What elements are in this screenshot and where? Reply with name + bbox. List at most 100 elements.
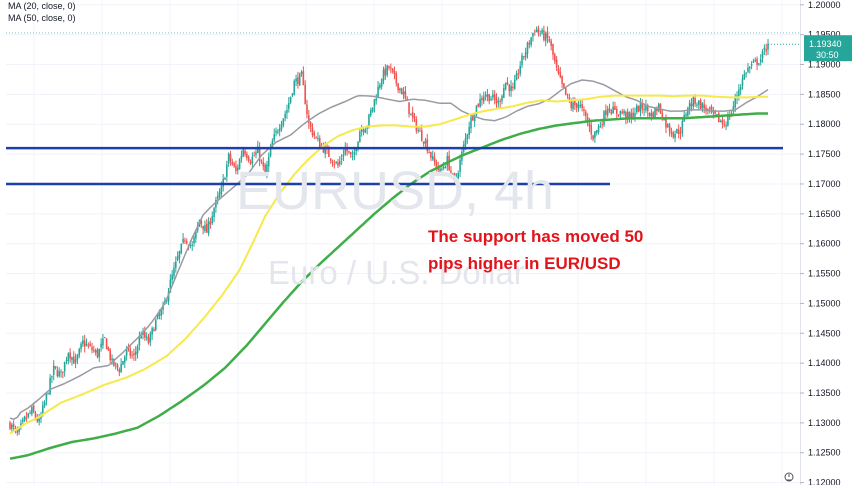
candle-body	[113, 358, 115, 366]
candle-body	[298, 73, 301, 86]
candle-body	[734, 97, 737, 108]
candle-body	[741, 78, 744, 86]
candle-body	[459, 160, 461, 172]
candle-body	[672, 132, 675, 138]
candle-body	[224, 177, 226, 180]
candle-body	[91, 346, 93, 351]
candle-body	[521, 55, 523, 66]
candle-body	[473, 115, 476, 122]
candle-body	[96, 349, 99, 358]
candle-body	[353, 152, 356, 155]
ma100-line	[9, 112, 768, 460]
candle-body	[173, 267, 175, 277]
price-axis[interactable]: 1.12000 1.12500 1.13000 1.13500 1.14000 1.145…	[800, 0, 841, 485]
candle-body	[708, 107, 711, 109]
candle-body	[191, 244, 194, 246]
candle-body	[466, 134, 469, 139]
alarm-icon[interactable]	[784, 472, 794, 482]
candle-body	[14, 427, 17, 430]
candle-body	[431, 155, 434, 160]
candle-body	[94, 350, 97, 353]
candle-body	[49, 377, 51, 395]
candle-body	[402, 91, 405, 95]
candle-body	[750, 63, 753, 66]
candle-body	[253, 155, 255, 157]
candle-body	[89, 343, 91, 346]
candle-body	[380, 79, 383, 87]
candle-body	[76, 355, 79, 360]
candle-body	[652, 112, 655, 118]
candle-body	[195, 230, 197, 239]
candle-body	[395, 73, 398, 84]
candle-body	[207, 221, 210, 234]
candle-body	[131, 354, 133, 356]
candle-body	[541, 30, 543, 34]
axis-tick-label: 1.16500	[808, 209, 841, 219]
candle-body	[555, 59, 558, 68]
candle-body	[311, 127, 314, 135]
candle-body	[47, 393, 50, 395]
candle-body	[615, 109, 618, 114]
candle-body	[457, 173, 460, 179]
candle-body	[636, 105, 638, 112]
candle-body	[72, 356, 75, 364]
candle-body	[413, 116, 416, 119]
candle-body	[745, 72, 747, 74]
candle-body	[420, 130, 423, 141]
candle-body	[375, 98, 378, 101]
candle-body	[584, 111, 587, 117]
candle-body	[634, 113, 636, 117]
candle-body	[577, 104, 580, 109]
candle-body	[193, 237, 195, 244]
candle-body	[297, 77, 299, 85]
candle-body	[701, 103, 704, 109]
candle-body	[419, 130, 421, 132]
candle-body	[727, 115, 729, 126]
axis-tick-label: 1.13500	[808, 388, 841, 398]
candle-body	[60, 371, 62, 373]
candle-body	[472, 116, 474, 121]
candle-body	[295, 78, 297, 82]
candle-body	[211, 216, 214, 223]
candles	[9, 25, 769, 436]
candle-body	[532, 33, 534, 37]
candle-body	[510, 85, 512, 91]
candle-body	[386, 65, 388, 75]
candle-body	[417, 130, 419, 132]
candle-body	[235, 166, 237, 171]
candle-body	[11, 424, 13, 429]
candle-body	[674, 134, 676, 139]
candle-body	[595, 130, 598, 133]
candle-body	[220, 186, 223, 194]
candle-body	[763, 47, 766, 50]
candle-body	[543, 30, 545, 40]
candle-body	[287, 102, 290, 109]
candle-body	[756, 58, 758, 65]
alarm-icon-shape	[784, 472, 794, 482]
candle-body	[12, 424, 15, 428]
candle-body	[160, 309, 163, 316]
candle-body	[176, 256, 179, 261]
candle-body	[601, 124, 603, 126]
candle-body	[390, 67, 392, 69]
candle-body	[612, 106, 614, 114]
candle-body	[623, 110, 625, 114]
candle-body	[501, 96, 503, 102]
candle-body	[594, 131, 596, 138]
candle-body	[430, 152, 432, 158]
candle-body	[145, 336, 148, 339]
candle-body	[645, 105, 647, 111]
candle-body	[677, 129, 680, 134]
candle-body	[21, 419, 24, 422]
candle-body	[45, 393, 48, 401]
candle-body	[552, 44, 554, 55]
candle-body	[441, 168, 443, 170]
candle-body	[114, 363, 117, 365]
candle-body	[249, 161, 252, 164]
candle-body	[337, 162, 339, 166]
candle-body	[255, 152, 257, 155]
candle-body	[574, 101, 576, 105]
candle-body	[184, 240, 186, 242]
candle-body	[373, 99, 376, 107]
